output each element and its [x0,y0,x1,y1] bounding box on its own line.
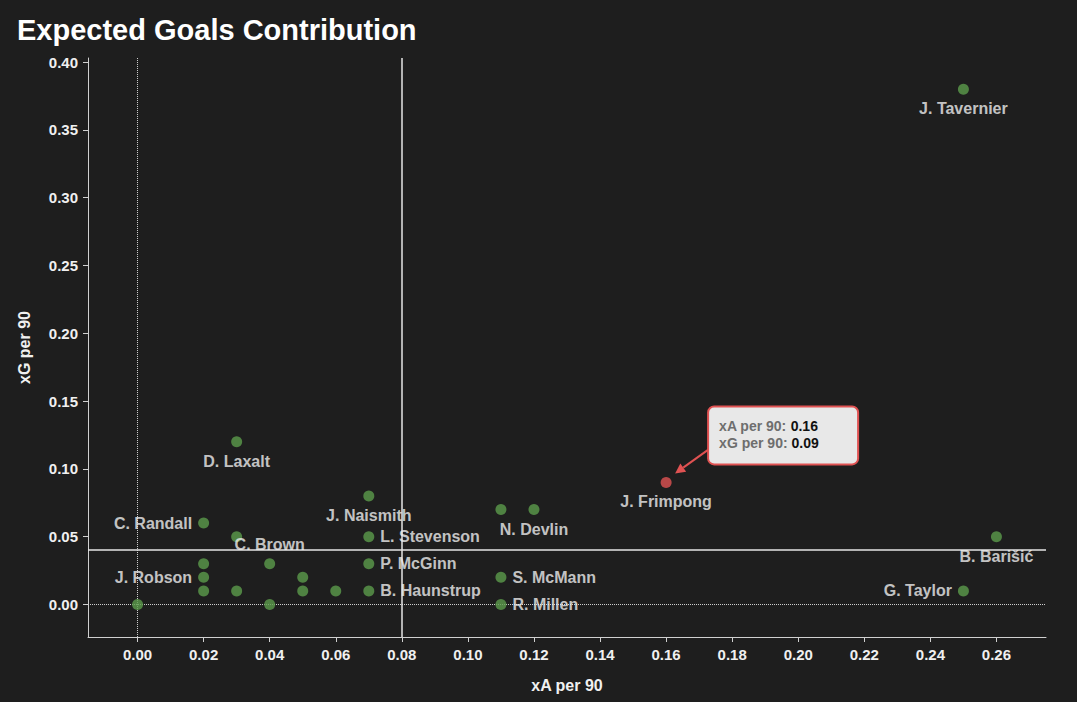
svg-text:D. Laxalt: D. Laxalt [203,453,270,470]
svg-text:C. Brown: C. Brown [235,536,305,553]
svg-text:0.25: 0.25 [49,257,78,274]
svg-text:xG per 90:: xG per 90: [719,435,787,451]
svg-text:0.09: 0.09 [791,435,818,451]
svg-text:0.22: 0.22 [850,646,879,663]
svg-text:xG per 90: xG per 90 [16,311,33,384]
svg-text:B. Haunstrup: B. Haunstrup [380,582,481,599]
svg-text:0.00: 0.00 [49,596,78,613]
svg-text:L. Stevenson: L. Stevenson [380,528,480,545]
svg-text:xA per 90:: xA per 90: [719,418,786,434]
svg-text:0.05: 0.05 [49,528,78,545]
svg-text:0.16: 0.16 [791,418,818,434]
svg-text:xA per 90: xA per 90 [531,677,603,694]
svg-text:N. Devlin: N. Devlin [500,521,568,538]
svg-text:R. Millen: R. Millen [512,596,578,613]
svg-text:0.24: 0.24 [916,646,946,663]
svg-text:0.20: 0.20 [49,325,78,342]
svg-text:0.08: 0.08 [387,646,416,663]
svg-text:0.30: 0.30 [49,189,78,206]
svg-text:0.26: 0.26 [982,646,1011,663]
svg-text:0.18: 0.18 [718,646,747,663]
svg-text:J. Tavernier: J. Tavernier [919,100,1008,117]
svg-text:Expected Goals Contribution: Expected Goals Contribution [17,14,417,46]
svg-text:0.04: 0.04 [255,646,285,663]
svg-text:0.35: 0.35 [49,121,78,138]
svg-text:S. McMann: S. McMann [512,569,596,586]
svg-text:J. Robson: J. Robson [115,569,192,586]
svg-text:0.02: 0.02 [189,646,218,663]
svg-text:0.14: 0.14 [585,646,615,663]
svg-text:C. Randall: C. Randall [114,515,192,532]
svg-text:J. Naismith: J. Naismith [326,507,411,524]
svg-text:B. Barišić: B. Barišić [960,548,1034,565]
svg-text:0.16: 0.16 [652,646,681,663]
svg-text:0.20: 0.20 [784,646,813,663]
svg-text:G. Taylor: G. Taylor [884,582,952,599]
svg-text:0.15: 0.15 [49,393,78,410]
svg-text:P. McGinn: P. McGinn [380,555,456,572]
svg-text:0.40: 0.40 [49,54,78,71]
svg-text:0.12: 0.12 [519,646,548,663]
svg-text:J. Frimpong: J. Frimpong [620,493,712,510]
svg-text:0.10: 0.10 [49,460,78,477]
svg-text:0.10: 0.10 [453,646,482,663]
svg-text:0.00: 0.00 [123,646,152,663]
svg-text:0.06: 0.06 [321,646,350,663]
